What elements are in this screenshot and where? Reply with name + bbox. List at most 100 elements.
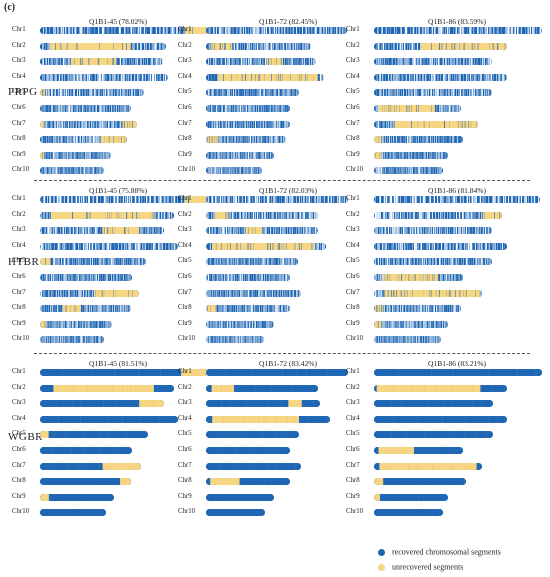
chromosome-label: Chr3 xyxy=(178,226,192,234)
chromosome-bar xyxy=(206,42,311,50)
chromosome-label: Chr9 xyxy=(346,150,360,158)
chromosome-bar xyxy=(206,493,274,501)
chromosome-label: Chr9 xyxy=(12,492,26,500)
chromosome-bar xyxy=(206,274,290,281)
column-title: Q1B1-72 (82.03%) xyxy=(259,186,317,195)
chromosome-label: Chr2 xyxy=(346,383,360,391)
legend-unrecovered-label: unrecovered segments xyxy=(392,562,464,572)
chromosome-label: Chr6 xyxy=(178,104,192,111)
chromosome-label: Chr4 xyxy=(178,241,192,249)
chromosome-label: Chr5 xyxy=(12,430,26,438)
chromosome-bar xyxy=(40,58,163,66)
chromosome-bar xyxy=(206,384,318,392)
chromosome-bar xyxy=(206,120,290,128)
chromosome-bar xyxy=(374,415,507,423)
chromosome-bar xyxy=(206,211,318,219)
chromosome-bar xyxy=(206,478,290,486)
chromosome-label: Chr3 xyxy=(12,57,26,65)
group-label: HTBR xyxy=(8,256,40,268)
chromosome-bar xyxy=(374,493,448,501)
chromosome-bar xyxy=(206,196,348,203)
chromosome-bar xyxy=(40,509,106,517)
chromosome-bar xyxy=(206,136,286,144)
chromosome-label: Chr10 xyxy=(178,166,195,174)
chromosome-bar xyxy=(374,196,540,203)
chromosome-bar xyxy=(40,415,178,423)
chromosome-label: Chr3 xyxy=(346,399,360,407)
chromosome-label: Chr10 xyxy=(12,335,29,343)
chromosome-bar xyxy=(206,27,347,34)
chromosome-label: Chr5 xyxy=(12,88,26,96)
group-divider xyxy=(34,180,530,181)
column-title: Q1B1-45 (78.02%) xyxy=(89,17,147,26)
chromosome-label: Chr5 xyxy=(12,257,26,265)
chromosome-bar xyxy=(40,73,168,81)
chromosome-bar xyxy=(40,431,148,439)
chromosome-label: Chr9 xyxy=(346,492,360,500)
chromosome-bar xyxy=(40,478,131,486)
legend-recovered-label: recovered chromosomal segments xyxy=(392,547,501,557)
chromosome-label: Chr10 xyxy=(346,508,363,516)
chromosome-bar xyxy=(40,167,104,175)
chromosome-bar xyxy=(374,120,478,128)
chromosome-bar xyxy=(374,136,463,144)
chromosome-label: Chr4 xyxy=(346,414,360,422)
chromosome-label: Chr5 xyxy=(346,257,360,265)
legend-recovered: recovered chromosomal segments xyxy=(378,547,501,557)
chromosome-label: Chr1 xyxy=(346,195,360,202)
chromosome-bar xyxy=(374,58,492,66)
chromosome-label: Chr4 xyxy=(12,72,26,80)
chromosome-label: Chr8 xyxy=(346,477,360,485)
chromosome-label: Chr2 xyxy=(346,210,360,218)
chromosome-bar xyxy=(40,42,166,50)
chromosome-bar xyxy=(40,305,131,313)
chromosome-bar xyxy=(374,151,448,159)
chromosome-bar xyxy=(374,274,463,281)
recovered-swatch xyxy=(378,548,385,556)
chromosome-bar xyxy=(206,462,301,470)
column-title: Q1B1-86 (83.59%) xyxy=(428,17,486,26)
chromosome-label: Chr10 xyxy=(346,335,363,343)
column-title: Q1B1-86 (83.21%) xyxy=(428,359,486,368)
chromosome-bar xyxy=(374,320,448,328)
chromosome-label: Chr2 xyxy=(178,41,192,49)
chromosome-bar xyxy=(206,431,299,439)
chromosome-bar xyxy=(40,89,144,97)
chromosome-label: Chr6 xyxy=(12,446,26,453)
chromosome-bar xyxy=(374,478,466,486)
chromosome-bar xyxy=(40,400,164,408)
chromosome-bar xyxy=(374,42,507,50)
chromosome-label: Chr5 xyxy=(178,88,192,96)
column-title: Q1B1-72 (83.42%) xyxy=(259,359,317,368)
chromosome-label: Chr3 xyxy=(178,399,192,407)
chromosome-label: Chr7 xyxy=(346,119,360,127)
chromosome-label: Chr10 xyxy=(178,508,195,516)
chromosome-label: Chr1 xyxy=(178,368,192,375)
chromosome-label: Chr9 xyxy=(12,150,26,158)
chromosome-bar xyxy=(206,320,274,328)
chromosome-bar xyxy=(40,105,131,112)
chromosome-bar xyxy=(206,89,299,97)
chromosome-label: Chr4 xyxy=(178,414,192,422)
chromosome-label: Chr4 xyxy=(346,72,360,80)
chromosome-label: Chr4 xyxy=(346,241,360,249)
chromosome-bar xyxy=(40,211,174,219)
chromosome-label: Chr5 xyxy=(178,257,192,265)
chromosome-label: Chr2 xyxy=(12,41,26,49)
chromosome-label: Chr6 xyxy=(12,273,26,280)
chromosome-bar xyxy=(206,258,298,266)
chromosome-bar xyxy=(206,305,290,313)
chromosome-label: Chr3 xyxy=(346,57,360,65)
chromosome-bar xyxy=(206,242,326,250)
chromosome-label: Chr1 xyxy=(346,26,360,33)
chromosome-bar xyxy=(40,120,137,128)
group-divider xyxy=(34,353,530,354)
chromosome-label: Chr8 xyxy=(346,135,360,143)
chromosome-bar xyxy=(206,73,324,81)
chromosome-label: Chr8 xyxy=(12,135,26,143)
chromosome-bar xyxy=(374,400,493,408)
chromosome-bar xyxy=(40,27,208,34)
chromosome-label: Chr10 xyxy=(12,508,29,516)
chromosome-bar xyxy=(206,415,330,423)
group-label: PRPG xyxy=(8,86,38,98)
